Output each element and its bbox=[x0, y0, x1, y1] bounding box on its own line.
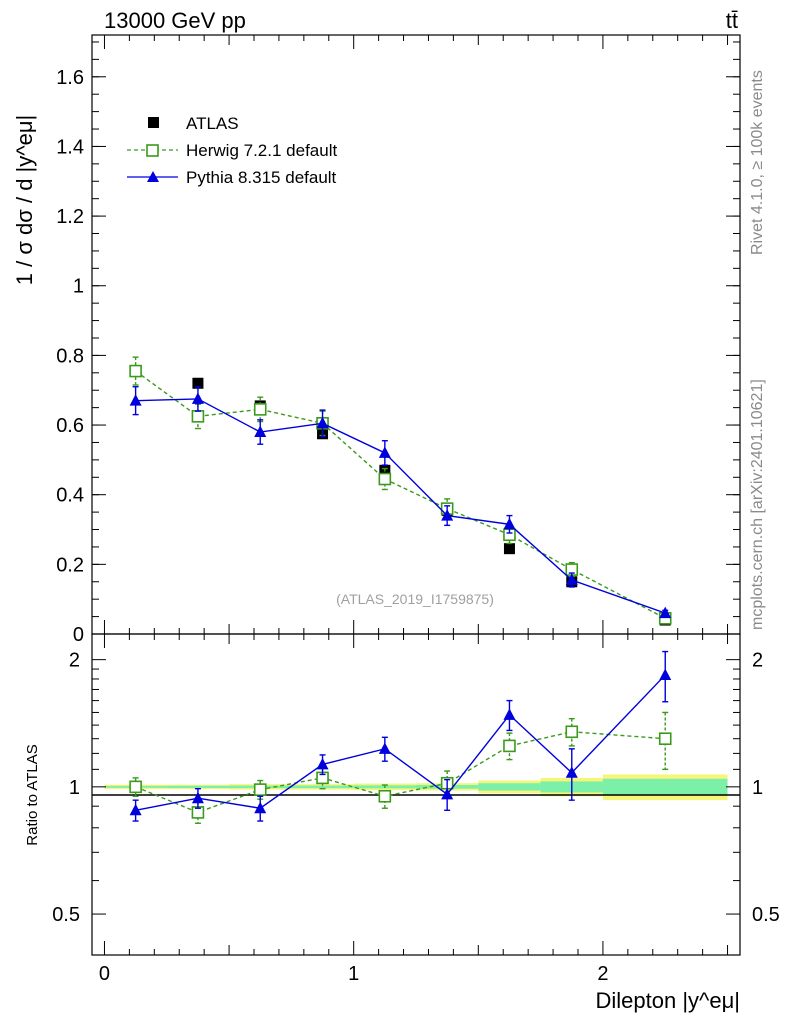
main-ytick-label: 1.2 bbox=[56, 206, 84, 228]
main-atlas-point bbox=[503, 543, 515, 555]
main-herwig-point bbox=[129, 364, 142, 378]
ratio-pythia-point bbox=[254, 801, 267, 814]
xtick-label: 2 bbox=[597, 963, 608, 985]
ratio-ytick-label-right: 1 bbox=[752, 777, 763, 799]
main-axis-ticks: 0 0.2 0.4 0.6 0.8 1 1.2 1.4 1.6 bbox=[56, 35, 740, 646]
main-pythia-point bbox=[503, 517, 516, 530]
main-ytick-label: 0.2 bbox=[56, 554, 84, 576]
legend-pythia-label: Pythia 8.315 default bbox=[186, 168, 337, 187]
ratio-plot-panel: 0.5 0.5 1 1 2 2 0 1 2 Ratio to ATLAS Dilepton |y… bbox=[24, 633, 780, 1013]
ratio-frame bbox=[91, 633, 741, 956]
main-pythia-point bbox=[659, 606, 672, 619]
ratio-ytick-label: 2 bbox=[69, 650, 80, 672]
main-plot-panel: 0 0.2 0.4 0.6 0.8 1 1.2 1.4 1.6 1 / σ dσ / d |y^… bbox=[12, 34, 741, 646]
main-series bbox=[129, 356, 672, 626]
legend: ATLAS Herwig 7.2.1 default Pythia 8.315 … bbox=[127, 114, 337, 187]
ratio-herwig-point bbox=[503, 739, 516, 753]
main-herwig-point bbox=[253, 403, 267, 416]
ratio-herwig-point bbox=[253, 783, 267, 796]
main-pythia-point bbox=[129, 394, 142, 406]
ratio-ytick-label-right: 0.5 bbox=[752, 904, 780, 926]
ratio-pythia-point bbox=[441, 787, 454, 800]
main-ytick-label: 1.4 bbox=[56, 136, 84, 158]
main-herwig-point bbox=[378, 472, 392, 486]
ratio-pythia-point bbox=[191, 791, 204, 804]
main-ytick-label: 0.4 bbox=[56, 485, 84, 507]
main-pythia-line bbox=[135, 398, 666, 614]
main-ytick-label: 0.6 bbox=[56, 415, 84, 437]
legend-pythia-marker bbox=[147, 171, 159, 182]
ratio-pythia-point bbox=[565, 766, 578, 778]
ratio-ytick-label: 0.5 bbox=[52, 904, 80, 926]
main-pythia-point bbox=[441, 509, 454, 521]
ratio-ytick-label: 1 bbox=[69, 777, 80, 799]
process-label: tt̄ bbox=[726, 8, 738, 33]
legend-herwig-label: Herwig 7.2.1 default bbox=[186, 141, 337, 160]
main-atlas-point bbox=[192, 377, 204, 389]
ratio-herwig-point bbox=[565, 725, 579, 739]
ratio-herwig-point bbox=[658, 732, 672, 746]
xtick-label: 0 bbox=[99, 963, 110, 985]
ratio-pythia-point bbox=[503, 708, 516, 720]
ratio-herwig-point bbox=[129, 780, 142, 794]
main-pythia-point bbox=[191, 392, 204, 404]
main-ytick-label: 0 bbox=[73, 624, 84, 646]
mcplots-label: mcplots.cern.ch [arXiv:2401.10621] bbox=[749, 379, 766, 630]
main-ytick-label: 0.8 bbox=[56, 345, 84, 367]
ratio-herwig-point bbox=[378, 789, 392, 803]
ratio-y-axis-label: Ratio to ATLAS bbox=[24, 744, 41, 845]
rivet-label: Rivet 4.1.0, ≥ 100k events bbox=[749, 70, 766, 255]
energy-label: 13000 GeV pp bbox=[104, 8, 246, 33]
x-axis-label: Dilepton |y^eμ| bbox=[596, 988, 741, 1013]
main-pythia-point bbox=[565, 573, 578, 586]
ratio-series bbox=[129, 650, 672, 824]
ratio-pythia-point bbox=[659, 668, 672, 680]
main-pythia-point bbox=[316, 416, 329, 429]
ratio-pythia-point bbox=[129, 803, 142, 816]
main-herwig-point bbox=[191, 410, 205, 423]
legend-herwig-marker bbox=[146, 144, 159, 157]
analysis-label: (ATLAS_2019_I1759875) bbox=[336, 591, 494, 607]
atlas-band-inner bbox=[166, 785, 230, 788]
ratio-axis-ticks: 0.5 0.5 1 1 2 2 0 1 2 bbox=[52, 634, 780, 985]
atlas-band-inner bbox=[478, 783, 541, 791]
main-pythia-point bbox=[254, 425, 267, 438]
legend-atlas-label: ATLAS bbox=[186, 114, 239, 133]
atlas-band-inner bbox=[602, 778, 728, 796]
ratio-pythia-point bbox=[316, 757, 329, 770]
xtick-label: 1 bbox=[348, 963, 359, 985]
ratio-ytick-label-right: 2 bbox=[752, 650, 763, 672]
main-ytick-label: 1 bbox=[73, 276, 84, 298]
main-y-axis-label: 1 / σ dσ / d |y^eμ| bbox=[12, 115, 37, 285]
main-ytick-label: 1.6 bbox=[56, 67, 84, 89]
main-pythia-point bbox=[378, 446, 391, 458]
legend-atlas-marker bbox=[148, 117, 159, 128]
ratio-pythia-point bbox=[378, 742, 391, 754]
atlas-band-inner bbox=[291, 785, 354, 789]
